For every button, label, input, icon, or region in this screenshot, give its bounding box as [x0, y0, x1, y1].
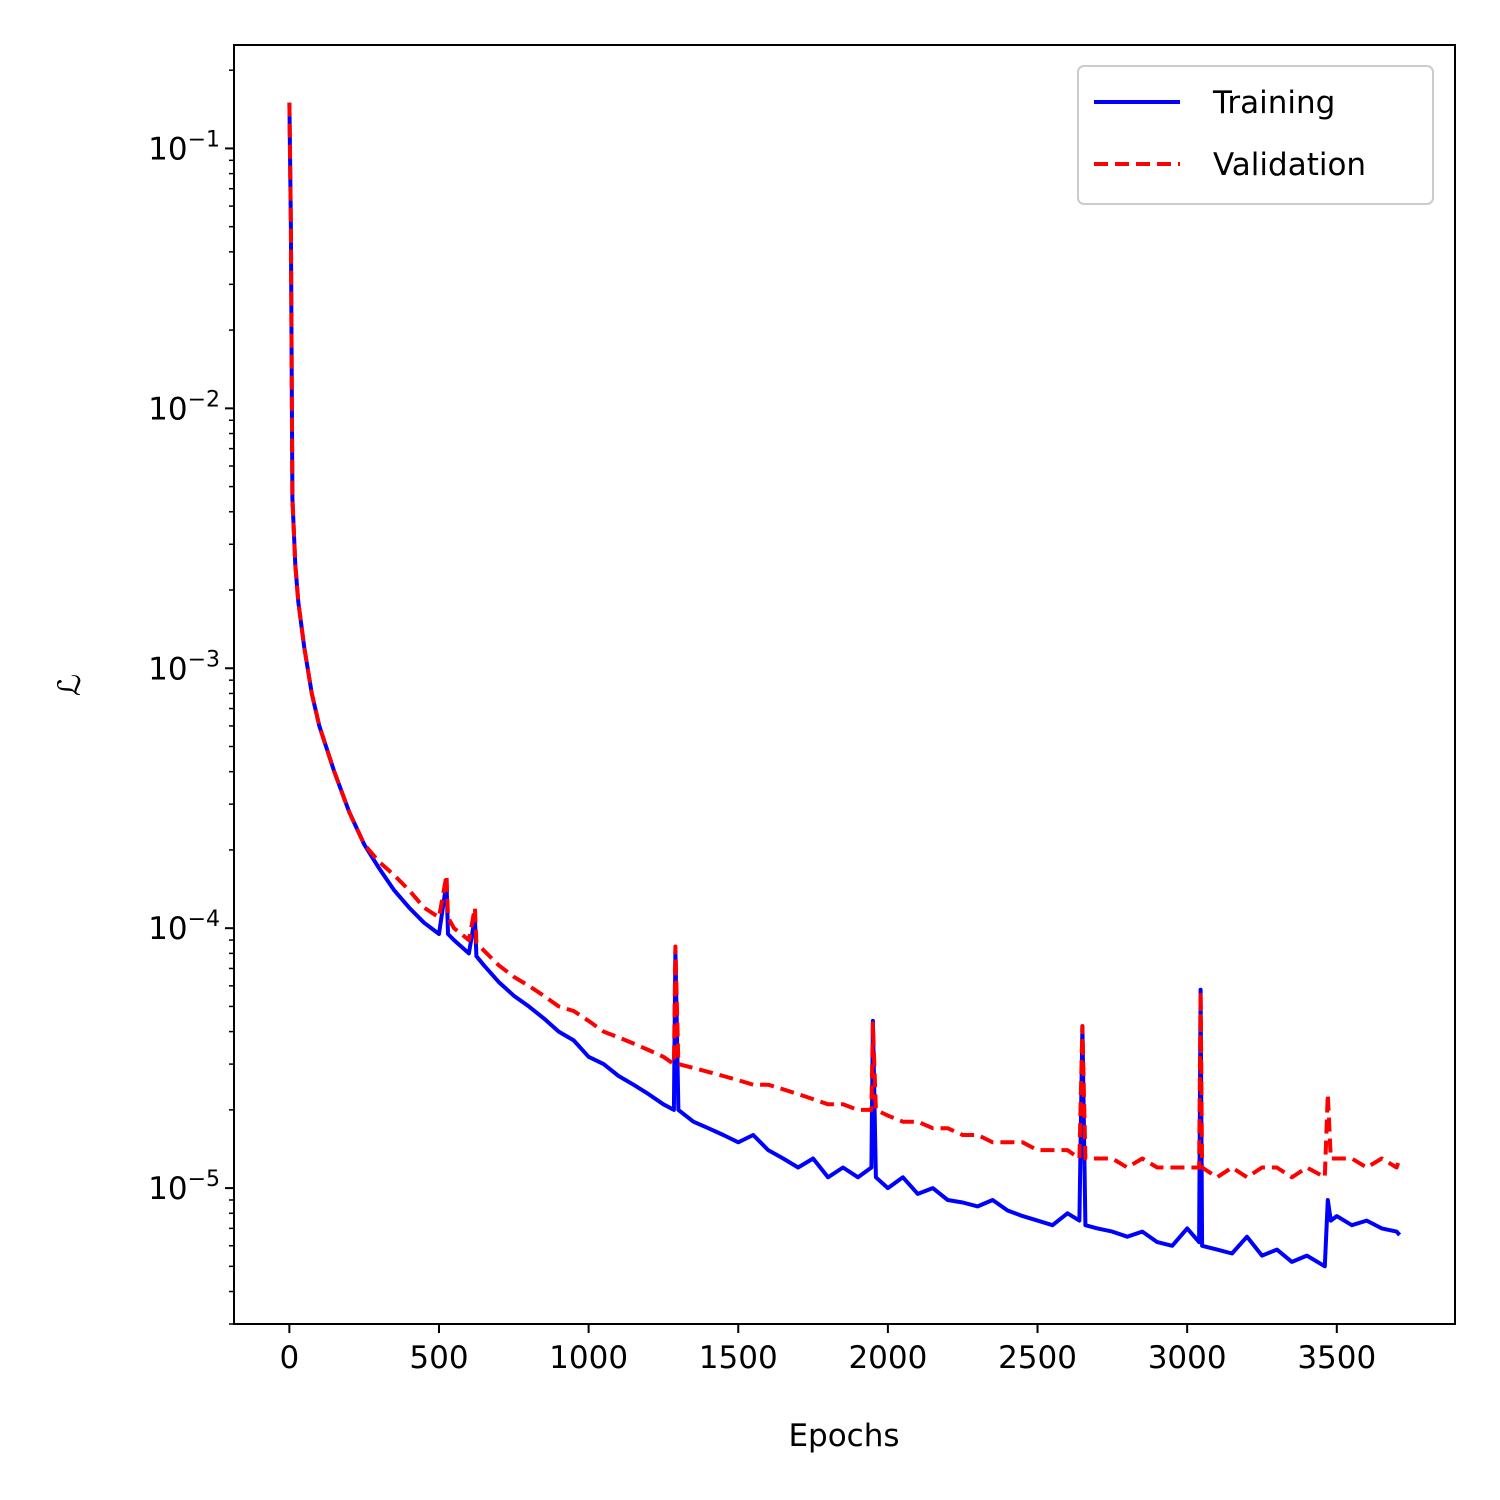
- x-tick-label: 2500: [998, 1340, 1077, 1376]
- y-tick-label: 10−3: [148, 647, 220, 687]
- x-tick-label: 3000: [1148, 1340, 1227, 1376]
- plot-frame: [233, 44, 1456, 1325]
- legend-label-validation: Validation: [1213, 147, 1366, 183]
- y-tick-label: 10−2: [148, 387, 220, 427]
- x-tick-label: 0: [279, 1340, 299, 1376]
- x-axis: 0 500 1000 1500 2000 2500 3000 3500: [279, 1324, 1376, 1376]
- x-tick-label: 1500: [699, 1340, 778, 1376]
- validation-loss-line: [287, 102, 1402, 1180]
- legend: Training Validation: [1077, 65, 1434, 205]
- x-tick-label: 3500: [1297, 1340, 1376, 1376]
- x-axis-label: Epochs: [788, 1418, 899, 1454]
- x-tick-label: 500: [409, 1340, 468, 1376]
- legend-label-training: Training: [1212, 85, 1335, 121]
- y-axis-label: ℒ: [52, 674, 88, 696]
- y-tick-label: 10−4: [148, 907, 220, 947]
- y-tick-label: 10−1: [148, 127, 220, 167]
- y-axis: 10−1 10−2 10−3 10−4 10−5: [148, 69, 234, 1325]
- training-loss-line: [287, 102, 1402, 1269]
- y-tick-label: 10−5: [148, 1167, 220, 1207]
- series-layer: [287, 102, 1402, 1269]
- x-tick-label: 2000: [848, 1340, 927, 1376]
- x-tick-label: 1000: [549, 1340, 628, 1376]
